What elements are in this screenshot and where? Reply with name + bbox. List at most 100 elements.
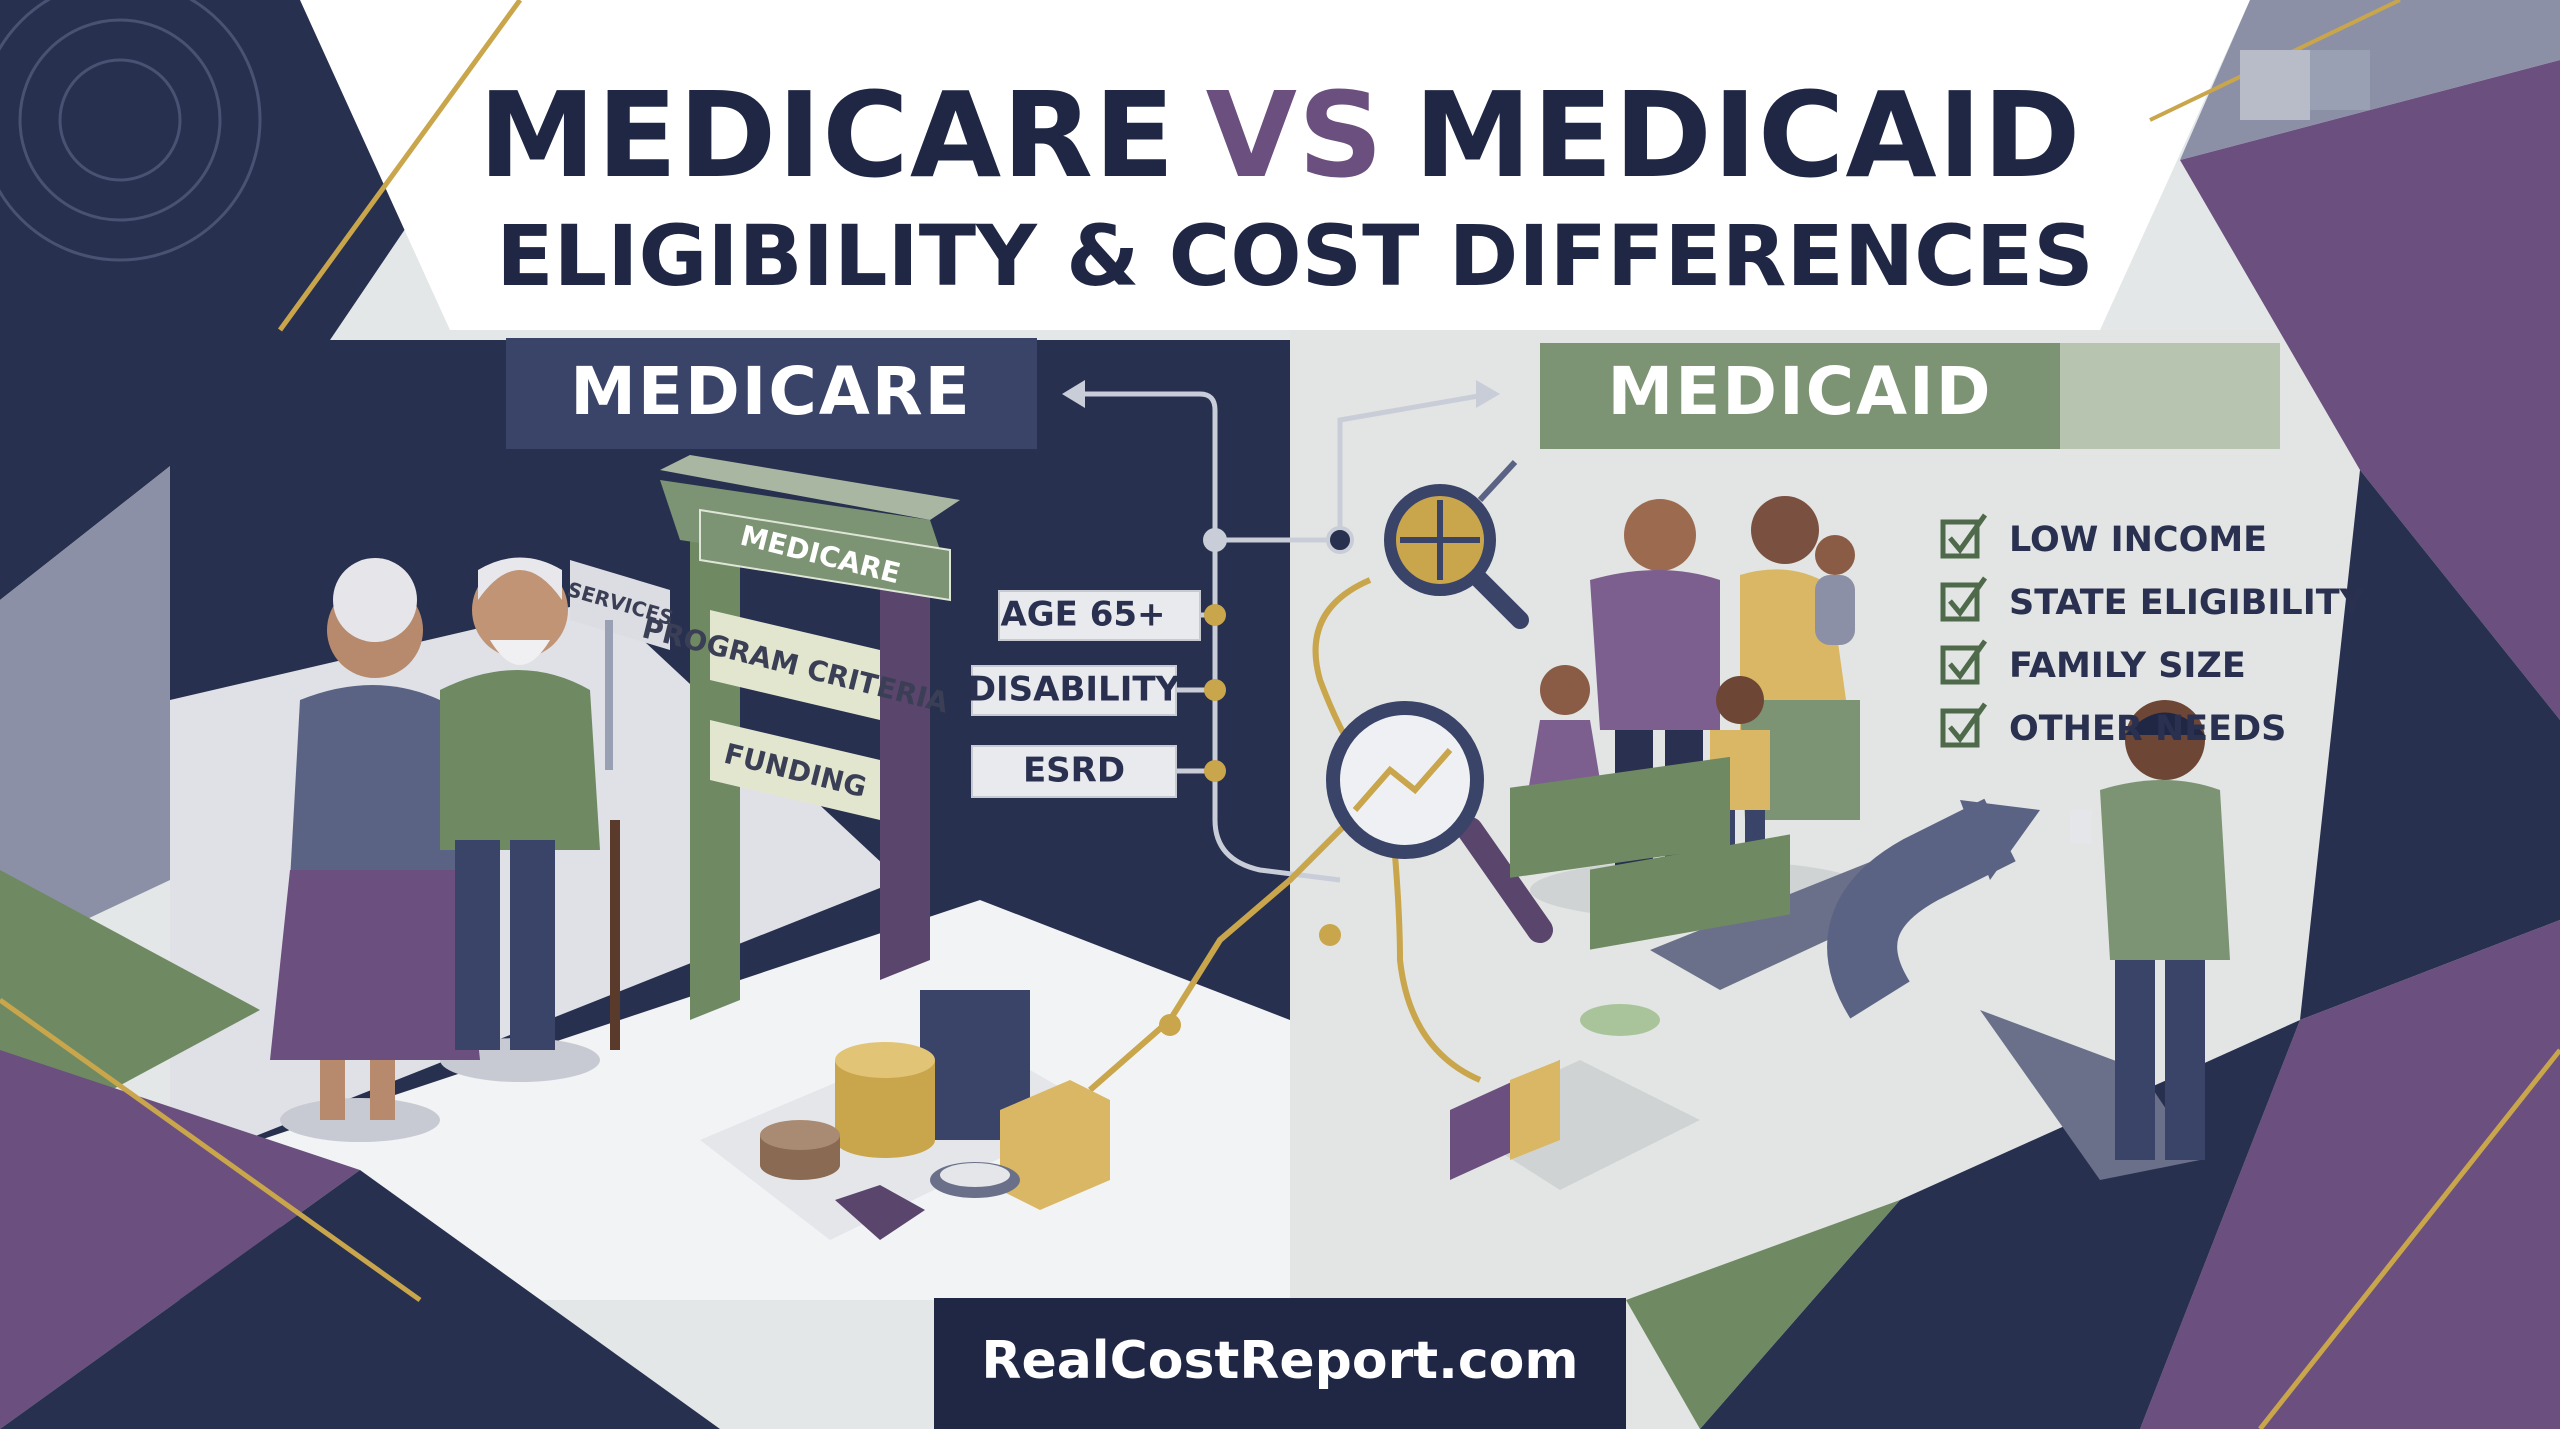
background-part <box>0 1170 720 1429</box>
checkbox-part <box>1948 639 1988 681</box>
coins <box>700 990 1110 1240</box>
connector-node-part <box>1159 1014 1181 1036</box>
gate-part <box>880 540 930 980</box>
elderly-couple-part <box>333 558 417 642</box>
connector-node-part <box>1319 924 1341 946</box>
family-part <box>1716 676 1764 724</box>
coins-part <box>835 1185 925 1240</box>
gate-part <box>605 620 613 770</box>
elderly-couple <box>270 557 620 1142</box>
checkbox-part <box>1940 582 1980 622</box>
connector-node-part <box>1204 760 1226 782</box>
elderly-couple-part <box>370 1060 395 1120</box>
gate-part <box>660 455 960 520</box>
elderly-couple-part <box>510 840 555 1050</box>
medicare-label-box <box>506 338 1037 449</box>
checkbox-part <box>1940 519 1980 559</box>
cash <box>1450 756 1790 1190</box>
elderly-couple-part <box>610 820 620 1050</box>
connector-part <box>1215 391 1491 543</box>
connector-node-part <box>1204 679 1226 701</box>
elderly-couple-part <box>440 670 600 850</box>
background-part <box>2310 50 2370 110</box>
gate-part <box>710 610 880 720</box>
footer-box <box>934 1298 1626 1429</box>
checklist-item: LOW INCOME <box>2009 520 2267 560</box>
criteria: ESRD <box>1023 751 1125 791</box>
elderly-couple-part <box>270 870 480 1060</box>
person-part <box>2100 780 2230 960</box>
subtitle: ELIGIBILITY & COST DIFFERENCES <box>496 207 2093 305</box>
connector-node <box>1159 526 1354 1036</box>
person <box>2070 700 2230 1160</box>
elderly-couple-part <box>455 840 500 1050</box>
medicaid-label: MEDICAID <box>1608 353 1993 430</box>
coins-part <box>760 1120 840 1150</box>
footer: RealCostReport.com <box>981 1331 1578 1391</box>
checkbox-part <box>1948 576 1988 618</box>
checkbox-part <box>1940 645 1980 685</box>
background-part <box>2180 60 2560 720</box>
coins-part <box>835 1042 935 1078</box>
person-part <box>2070 810 2092 844</box>
criteria: AGE 65+ <box>1000 595 1165 635</box>
connector-node-part <box>1204 604 1226 626</box>
magnifier-part <box>1352 748 1453 812</box>
person-part <box>2165 960 2205 1160</box>
checklist-item: FAMILY SIZE <box>2009 646 2246 686</box>
cash-part <box>1510 756 1730 878</box>
family-part <box>1624 499 1696 571</box>
cash-part <box>1590 834 1790 950</box>
gate-part <box>710 720 880 820</box>
coins-part <box>1000 1080 1110 1210</box>
connector-arrow-part <box>1062 380 1085 408</box>
background-part <box>2140 920 2560 1429</box>
connector-arrow-part <box>1476 380 1500 408</box>
magnifier-part <box>1457 817 1553 943</box>
background-part <box>0 1050 360 1429</box>
elderly-couple-part <box>490 640 550 665</box>
background-part <box>0 0 262 262</box>
checkbox-part <box>1940 708 1980 748</box>
gate-part <box>699 508 951 602</box>
criteria-box-part <box>971 745 1177 798</box>
background-part <box>1626 1200 1900 1429</box>
path-arrow <box>1650 798 2200 1180</box>
connector-node-part <box>1326 526 1354 554</box>
cash-part <box>1510 1060 1560 1160</box>
magnifier <box>1326 459 1553 943</box>
gate <box>570 455 960 1020</box>
criteria-box <box>971 590 1201 798</box>
connector-node-part <box>1203 528 1227 552</box>
cash-part <box>1580 1004 1660 1036</box>
title-word: VS <box>1206 66 1384 204</box>
path-arrow-part <box>1827 798 2016 1019</box>
medicare-label: MEDICARE <box>570 353 972 430</box>
family-part <box>1751 496 1819 564</box>
background-part <box>2258 1048 2560 1429</box>
family-part <box>1815 575 1855 645</box>
elderly-couple-part <box>320 1060 345 1120</box>
family-part <box>1540 665 1590 715</box>
criteria-box-part <box>971 665 1177 716</box>
gate-part <box>570 560 670 650</box>
elderly-couple-part <box>478 557 562 600</box>
checklist-item: OTHER NEEDS <box>2009 709 2286 749</box>
background-part <box>58 58 182 182</box>
person-part <box>2115 960 2155 1160</box>
criteria-box-part <box>998 590 1201 641</box>
elderly-couple-part <box>472 562 568 658</box>
background-part <box>0 997 422 1303</box>
background-part <box>2300 470 2560 1020</box>
checkbox-part <box>1948 702 1988 744</box>
gold-path-part <box>1088 817 1353 1093</box>
title-word: MEDICAID <box>1414 66 2082 204</box>
title: MEDICARE VS MEDICAID <box>478 66 2081 204</box>
background-part <box>18 18 222 222</box>
connector-part <box>1070 391 1341 883</box>
magnifier-part <box>1400 500 1480 580</box>
connector-arrow <box>1062 380 1500 408</box>
family-part <box>1590 570 1720 730</box>
background-part <box>277 0 523 332</box>
